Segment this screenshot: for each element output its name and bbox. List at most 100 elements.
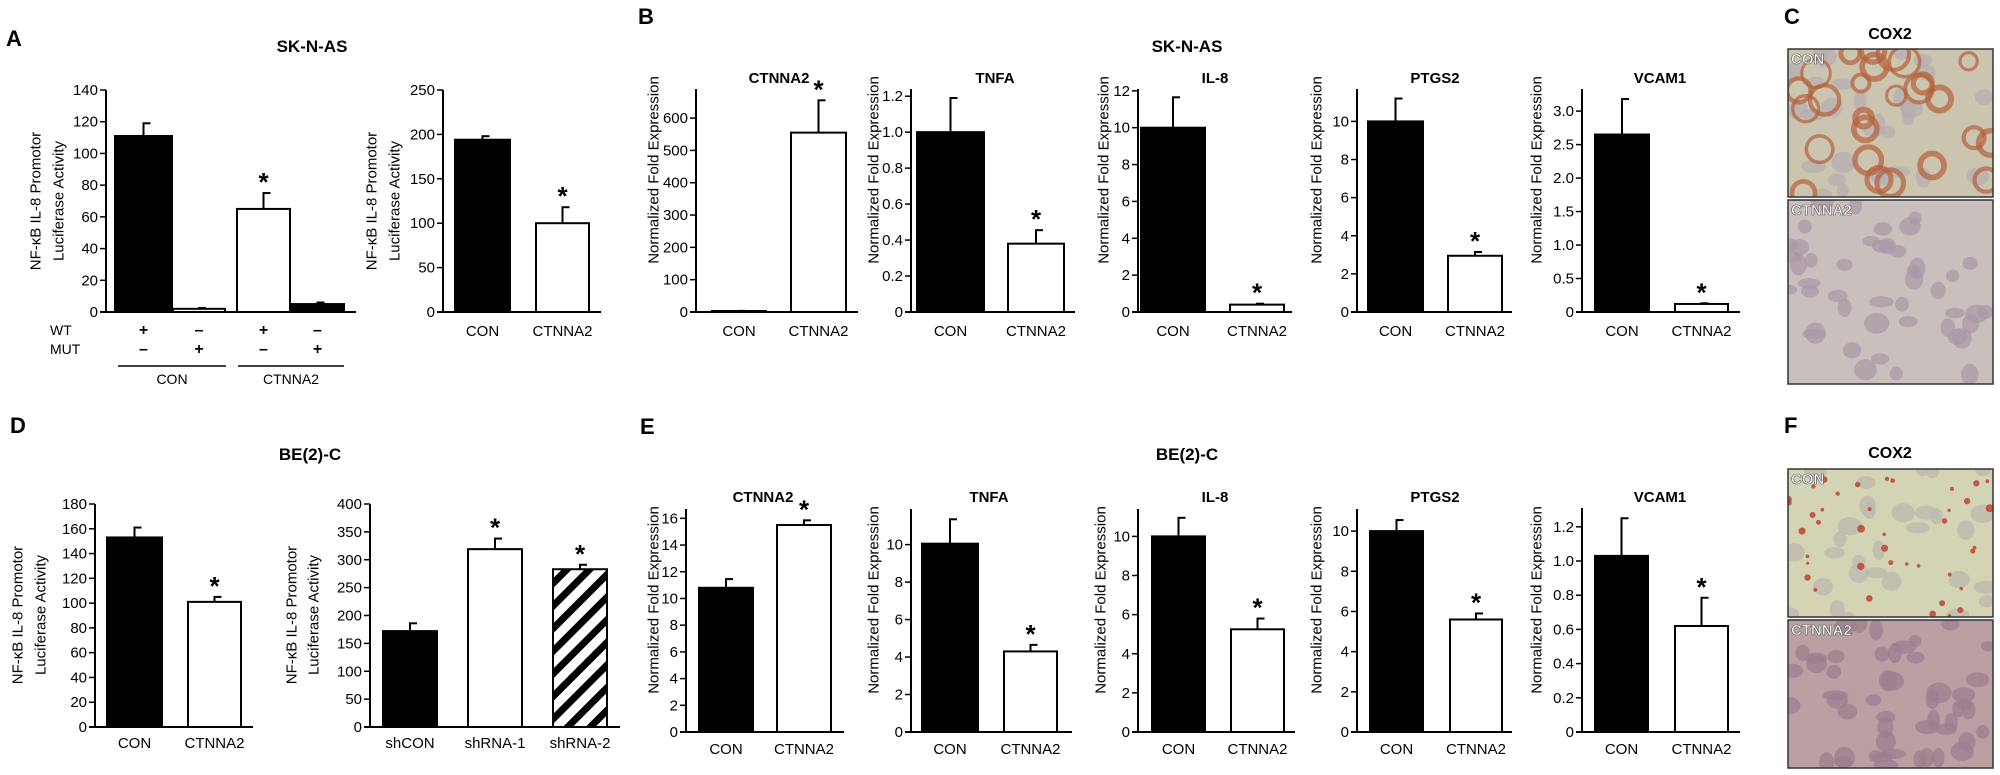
group-label: CTNNA2 [263, 371, 319, 387]
y-tick-label: 180 [62, 496, 87, 513]
nucleus [1865, 694, 1882, 707]
y-tick-label: 8 [670, 617, 678, 634]
stain-ring [1864, 164, 1894, 195]
y-tick-label: 1.0 [882, 124, 903, 141]
stain-ring [1972, 166, 1993, 194]
nucleus [1812, 578, 1833, 596]
chart-title: TNFA [969, 489, 1008, 506]
y-tick-label: 4 [1341, 644, 1349, 661]
y-tick-label: 150 [337, 635, 362, 652]
condition-row-label: WT [50, 322, 72, 338]
histology-image-c-ctnna2: CTNNA2 [1787, 199, 1994, 385]
y-tick-label: 400 [663, 175, 688, 192]
stain-ring [1838, 49, 1863, 66]
y-tick-label: 10 [886, 537, 903, 554]
y-tick-label: 6 [1122, 193, 1130, 210]
significance-asterisk: * [1252, 278, 1263, 308]
significance-asterisk: * [258, 167, 269, 197]
nucleus [1869, 620, 1883, 641]
y-tick-label: 200 [663, 239, 688, 256]
y-axis-label: Normalized Fold Expression [1309, 76, 1326, 264]
y-tick-label: 0.5 [1553, 271, 1574, 288]
nucleus [1854, 359, 1877, 381]
y-tick-label: 1.0 [1553, 237, 1574, 254]
stain-spot [1929, 610, 1936, 617]
bar [535, 222, 590, 313]
y-axis-label: Luciferase Activity [306, 554, 323, 675]
image-border [1787, 199, 1994, 385]
stain-spot [1857, 562, 1865, 571]
y-tick-label: 120 [73, 114, 98, 131]
y-tick-label: 10 [1113, 528, 1130, 545]
y-axis-label: Normalized Fold Expression [646, 76, 663, 264]
x-tick-label: CTNNA2 [1446, 741, 1506, 758]
y-tick-label: 2.0 [1553, 170, 1574, 187]
bar [1594, 133, 1650, 313]
stain-ring [1852, 106, 1876, 130]
y-tick-label: 1.5 [1553, 204, 1574, 221]
bar [921, 542, 979, 734]
nucleus [1833, 531, 1847, 548]
panel-letter-f: F [1784, 413, 1798, 438]
y-tick-label: 0 [670, 724, 678, 741]
nucleus [1804, 252, 1818, 268]
bar [236, 207, 291, 313]
nucleus [1913, 53, 1933, 67]
y-tick-label: 100 [337, 663, 362, 680]
x-tick-label: shCON [385, 735, 434, 752]
stain-spot [1888, 560, 1894, 566]
significance-asterisk: * [1696, 572, 1707, 602]
y-tick-label: 140 [73, 82, 98, 99]
x-tick-label: CTNNA2 [532, 323, 592, 340]
nucleus [1871, 239, 1895, 253]
y-tick-label: 60 [70, 645, 87, 662]
y-tick-label: 250 [410, 82, 435, 99]
y-tick-label: 6 [1341, 603, 1349, 620]
y-tick-label: 100 [73, 145, 98, 162]
stain-spot [1947, 572, 1952, 577]
y-tick-label: 10 [1113, 120, 1130, 137]
histology-image-f-ctnna2: CTNNA2 [1787, 619, 1994, 769]
bar [1674, 624, 1729, 734]
y-tick-label: 60 [81, 209, 98, 226]
y-axis-label: Normalized Fold Expression [1096, 76, 1113, 264]
bar [106, 536, 163, 729]
y-tick-label: 1.0 [1553, 553, 1574, 570]
y-tick-label: 200 [337, 608, 362, 625]
y-tick-label: 0 [79, 719, 87, 736]
stain-spot [1941, 518, 1948, 524]
y-tick-label: 4 [1122, 230, 1130, 247]
y-tick-label: 0 [1341, 724, 1349, 741]
condition-sign: + [139, 322, 148, 339]
nucleus [1932, 747, 1945, 768]
y-tick-label: 4 [1122, 646, 1130, 663]
stain-spot [1820, 507, 1825, 512]
y-tick-label: 0.2 [882, 268, 903, 285]
y-tick-label: 0 [680, 304, 688, 321]
panel-letter-b: B [638, 4, 654, 29]
tissue [1788, 620, 1993, 768]
bar [1151, 535, 1206, 734]
stain-spot [1985, 504, 1993, 513]
bar [1594, 554, 1649, 733]
y-tick-label: 200 [410, 126, 435, 143]
y-tick-label: 0.8 [1553, 587, 1574, 604]
condition-sign: – [139, 341, 148, 358]
stain-spot [1813, 587, 1818, 592]
nucleus [1945, 269, 1960, 283]
nucleus [1830, 78, 1854, 90]
stain-spot [1957, 607, 1964, 614]
y-tick-label: 4 [1341, 228, 1349, 245]
bar-chart-d-7: * 0 20 40 60 80 100 120 140 160 180 NF-κB IL-8 Prom… [10, 496, 253, 752]
significance-asterisk: * [799, 494, 810, 524]
image-border [1787, 468, 1994, 618]
nucleus [1831, 151, 1856, 174]
stain-spot [1867, 507, 1872, 512]
y-tick-label: 400 [337, 496, 362, 513]
bar-chart-e-13: * 0 0.2 0.4 0.6 0.8 1.0 1.2 Normalized Fold Expr… [1529, 489, 1740, 758]
image-label: CON [1791, 51, 1824, 68]
stain-spot [1865, 595, 1873, 602]
nucleus [1837, 517, 1863, 536]
y-tick-label: 100 [663, 272, 688, 289]
